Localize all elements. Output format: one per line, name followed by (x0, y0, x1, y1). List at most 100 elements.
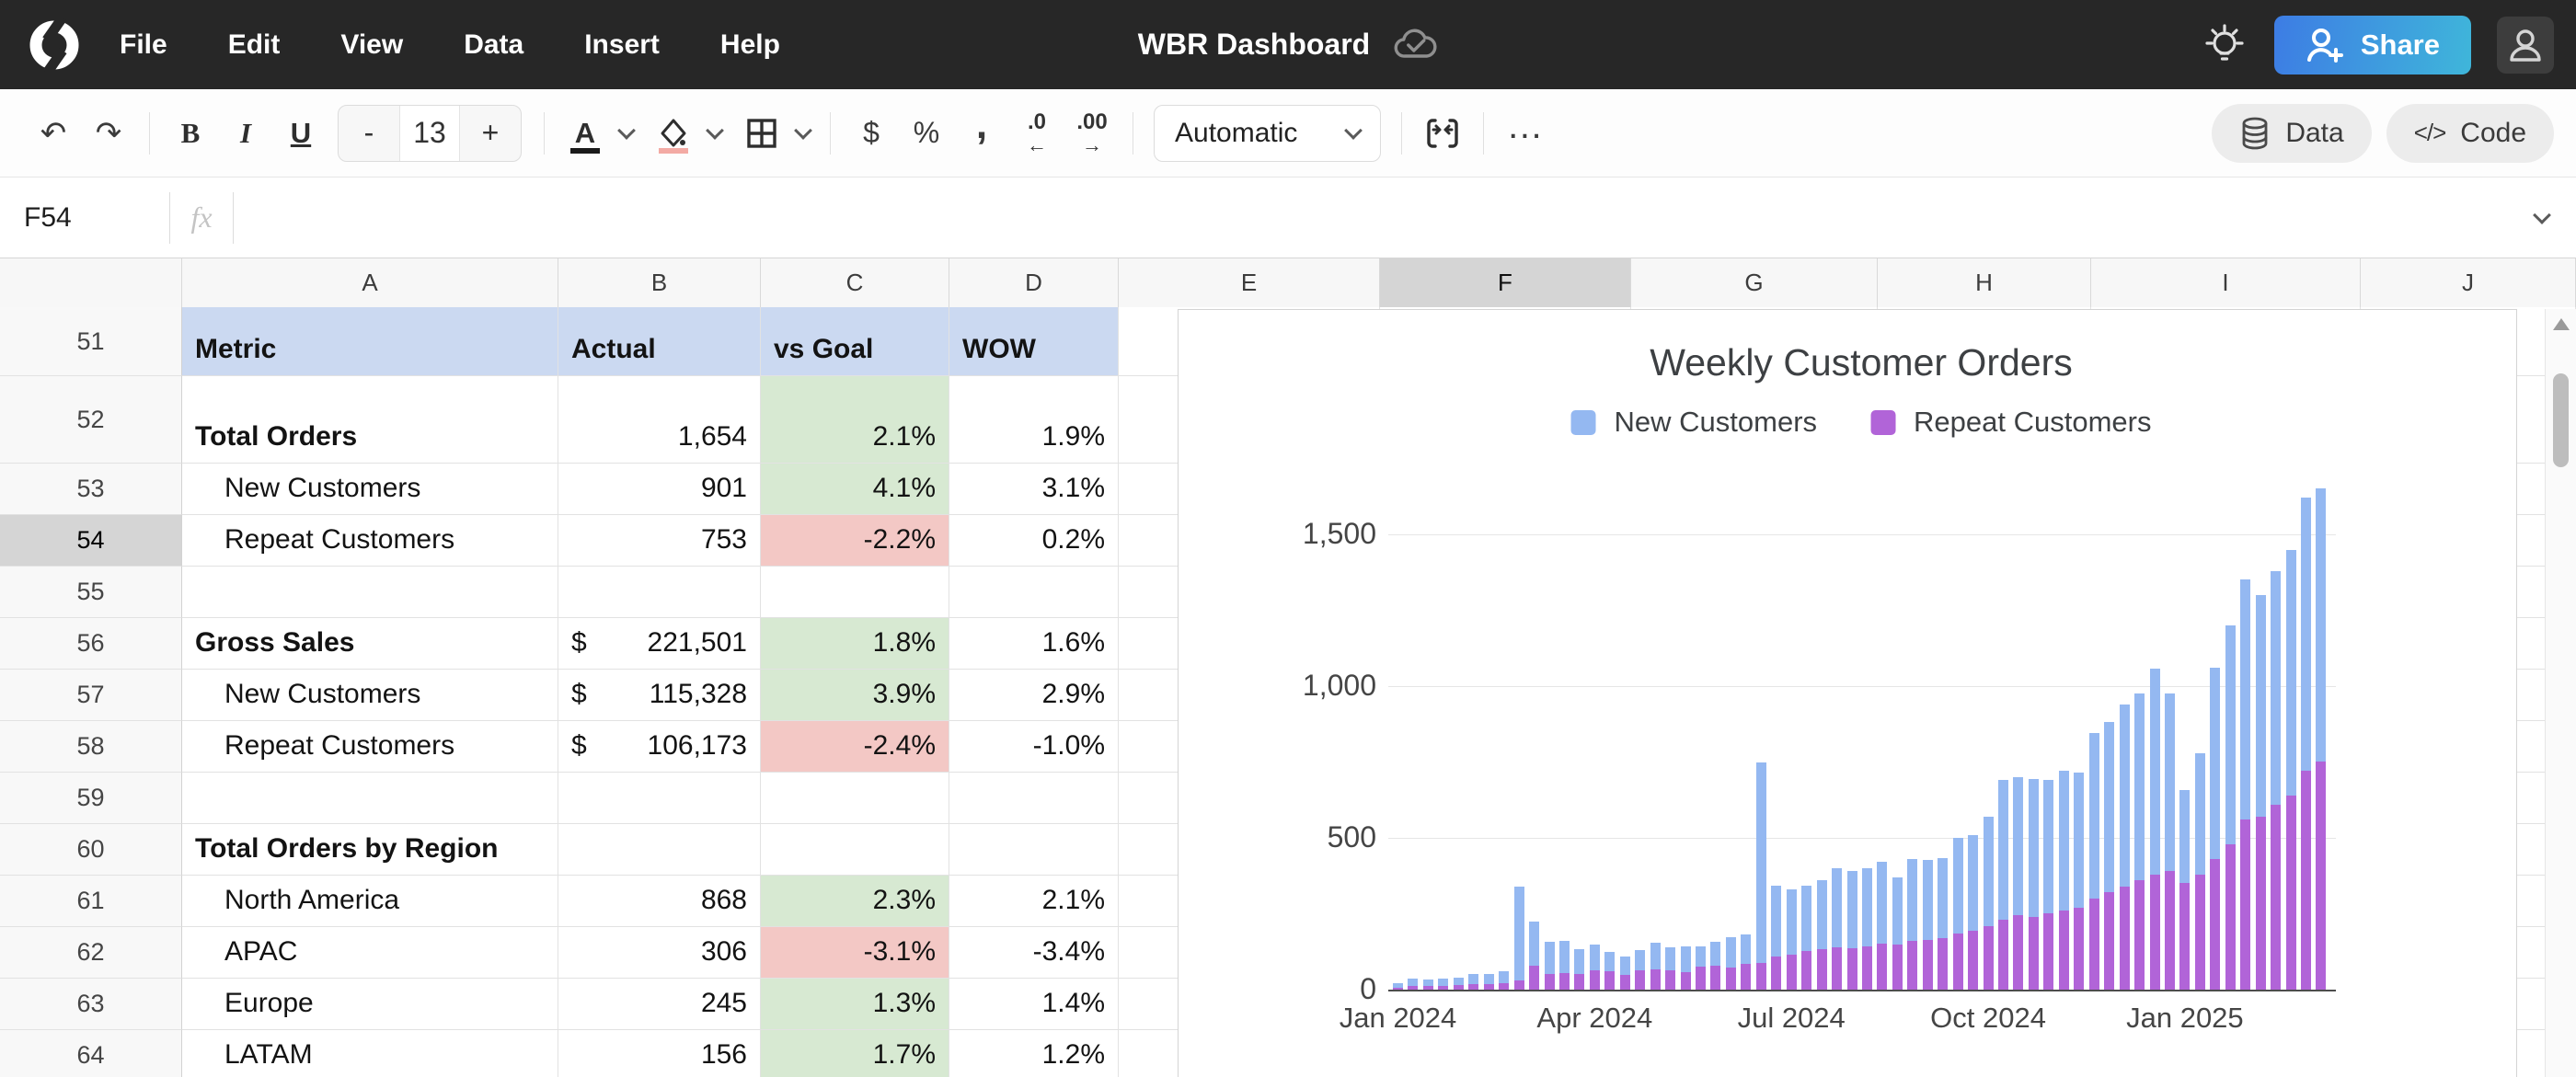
cell-B61[interactable]: 868 (558, 876, 761, 927)
col-header-J[interactable]: J (2361, 258, 2576, 307)
row-header-52[interactable]: 52 (0, 376, 182, 464)
row-header-64[interactable]: 64 (0, 1030, 182, 1077)
wrap-clip-button[interactable] (1415, 106, 1470, 161)
cell-B54[interactable]: 753 (558, 515, 761, 567)
cell-C51[interactable]: vs Goal (761, 307, 949, 376)
cell-C53[interactable]: 4.1% (761, 464, 949, 515)
currency-format-button[interactable]: $ (863, 116, 880, 149)
lightbulb-icon[interactable] (2201, 21, 2248, 69)
row-header-56[interactable]: 56 (0, 618, 182, 670)
cell-A57[interactable]: New Customers (182, 670, 558, 721)
cell-A63[interactable]: Europe (182, 979, 558, 1030)
cell-A62[interactable]: APAC (182, 927, 558, 979)
cell-reference-box[interactable]: F54 (24, 201, 72, 233)
menu-insert[interactable]: Insert (584, 29, 660, 60)
cell-A53[interactable]: New Customers (182, 464, 558, 515)
cell-D54[interactable]: 0.2% (949, 515, 1119, 567)
undo-button[interactable]: ↶ (40, 115, 67, 151)
redo-button[interactable]: ↷ (95, 115, 122, 151)
font-size-increase-button[interactable]: + (481, 116, 500, 149)
row-header-58[interactable]: 58 (0, 721, 182, 773)
cell-C54[interactable]: -2.2% (761, 515, 949, 567)
menu-view[interactable]: View (340, 29, 404, 60)
bold-button[interactable]: B (180, 116, 201, 149)
chart-panel[interactable]: Weekly Customer Orders New Customers Repe… (1178, 309, 2517, 1077)
cell-C59[interactable] (761, 773, 949, 824)
font-size-decrease-button[interactable]: - (363, 116, 374, 149)
row-header-57[interactable]: 57 (0, 670, 182, 721)
col-header-I[interactable]: I (2091, 258, 2361, 307)
menu-file[interactable]: File (120, 29, 167, 60)
row-header-51[interactable]: 51 (0, 307, 182, 376)
row-header-59[interactable]: 59 (0, 773, 182, 824)
row-header-53[interactable]: 53 (0, 464, 182, 515)
cell-A52[interactable]: Total Orders (182, 376, 558, 464)
row-header-54[interactable]: 54 (0, 515, 182, 567)
cell-A56[interactable]: Gross Sales (182, 618, 558, 670)
doc-title[interactable]: WBR Dashboard (1137, 28, 1371, 61)
percent-format-button[interactable]: % (913, 116, 940, 149)
cell-B59[interactable] (558, 773, 761, 824)
cell-A60[interactable]: Total Orders by Region (182, 824, 558, 876)
select-all-corner[interactable] (0, 258, 182, 307)
scrollbar-thumb[interactable] (2553, 373, 2569, 467)
cell-D61[interactable]: 2.1% (949, 876, 1119, 927)
row-header-61[interactable]: 61 (0, 876, 182, 927)
col-header-D[interactable]: D (949, 258, 1119, 307)
cell-B60[interactable] (558, 824, 761, 876)
cell-D63[interactable]: 1.4% (949, 979, 1119, 1030)
cell-A51[interactable]: Metric (182, 307, 558, 376)
col-header-C[interactable]: C (761, 258, 949, 307)
cell-D53[interactable]: 3.1% (949, 464, 1119, 515)
cell-C60[interactable] (761, 824, 949, 876)
cell-C61[interactable]: 2.3% (761, 876, 949, 927)
code-panel-button[interactable]: </> Code (2386, 103, 2554, 163)
borders-dropdown-icon[interactable] (794, 120, 812, 140)
cell-B64[interactable]: 156 (558, 1030, 761, 1077)
vertical-scrollbar[interactable] (2545, 309, 2576, 1077)
cell-C55[interactable] (761, 567, 949, 618)
cell-C64[interactable]: 1.7% (761, 1030, 949, 1077)
cell-B62[interactable]: 306 (558, 927, 761, 979)
cell-B58[interactable]: $106,173 (558, 721, 761, 773)
cell-D57[interactable]: 2.9% (949, 670, 1119, 721)
cell-C63[interactable]: 1.3% (761, 979, 949, 1030)
col-header-F[interactable]: F (1380, 258, 1631, 307)
more-options-button[interactable]: … (1506, 106, 1544, 146)
underline-button[interactable]: U (290, 116, 312, 149)
scroll-up-icon[interactable] (2553, 318, 2570, 330)
row-header-62[interactable]: 62 (0, 927, 182, 979)
cell-B55[interactable] (558, 567, 761, 618)
cell-D59[interactable] (949, 773, 1119, 824)
borders-button[interactable] (734, 106, 789, 161)
share-button[interactable]: Share (2273, 15, 2471, 74)
italic-button[interactable]: I (239, 116, 252, 149)
font-size-value[interactable]: 13 (399, 105, 460, 161)
cell-C62[interactable]: -3.1% (761, 927, 949, 979)
col-header-G[interactable]: G (1631, 258, 1878, 307)
decrease-decimal-button[interactable]: .0 ← (1009, 106, 1064, 161)
avatar-button[interactable] (2497, 16, 2554, 74)
cell-D58[interactable]: -1.0% (949, 721, 1119, 773)
data-panel-button[interactable]: Data (2212, 103, 2372, 163)
cell-B51[interactable]: Actual (558, 307, 761, 376)
cell-C52[interactable]: 2.1% (761, 376, 949, 464)
fill-color-dropdown-icon[interactable] (706, 120, 724, 140)
fill-color-button[interactable] (646, 106, 701, 161)
cell-B53[interactable]: 901 (558, 464, 761, 515)
cell-A64[interactable]: LATAM (182, 1030, 558, 1077)
formula-bar-expand-icon[interactable] (2533, 205, 2551, 224)
cell-C57[interactable]: 3.9% (761, 670, 949, 721)
cell-B56[interactable]: $221,501 (558, 618, 761, 670)
cell-D56[interactable]: 1.6% (949, 618, 1119, 670)
cell-D64[interactable]: 1.2% (949, 1030, 1119, 1077)
cell-D62[interactable]: -3.4% (949, 927, 1119, 979)
cell-D52[interactable]: 1.9% (949, 376, 1119, 464)
cell-C56[interactable]: 1.8% (761, 618, 949, 670)
cell-A59[interactable] (182, 773, 558, 824)
col-header-A[interactable]: A (182, 258, 558, 307)
text-color-button[interactable]: A (558, 106, 613, 161)
cell-A61[interactable]: North America (182, 876, 558, 927)
menu-edit[interactable]: Edit (227, 29, 281, 60)
cell-B52[interactable]: 1,654 (558, 376, 761, 464)
